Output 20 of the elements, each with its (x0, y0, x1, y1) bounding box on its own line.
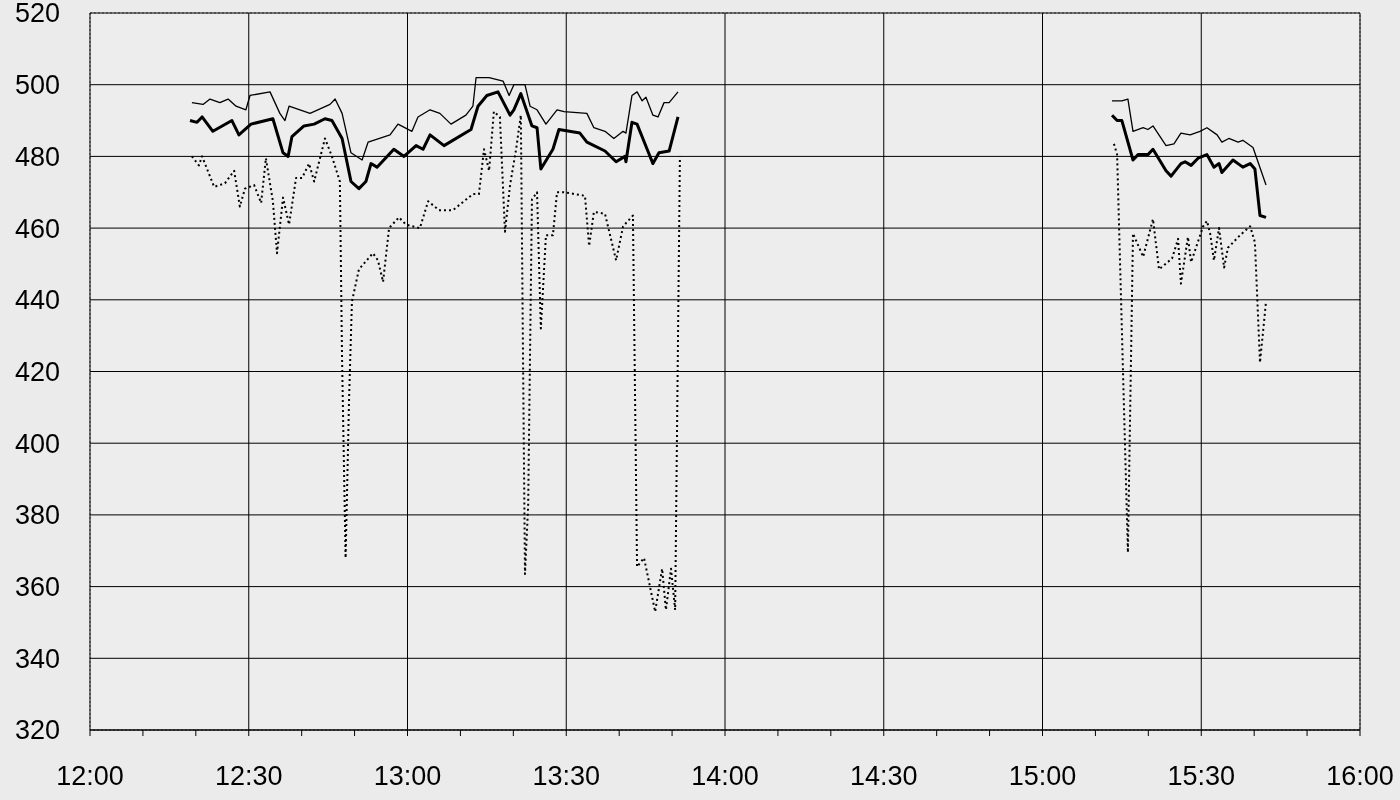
x-tick-label: 13:00 (373, 761, 442, 791)
x-tick-label: 16:00 (1326, 761, 1394, 791)
y-tick-label: 440 (14, 285, 60, 316)
y-tick-label: 500 (14, 70, 60, 101)
x-tick-label: 14:30 (849, 761, 918, 791)
y-tick-label: 520 (14, 0, 60, 29)
x-tick-label: 12:30 (214, 761, 283, 791)
y-tick-label: 380 (14, 500, 60, 531)
x-tick-label: 13:30 (532, 761, 601, 791)
y-tick-label: 480 (14, 141, 60, 172)
y-tick-label: 340 (14, 643, 60, 674)
x-tick-label: 15:00 (1008, 761, 1077, 791)
x-tick-label: 15:30 (1167, 761, 1236, 791)
y-tick-label: 460 (14, 213, 60, 244)
y-tick-label: 400 (14, 428, 60, 459)
y-tick-label: 420 (14, 356, 60, 387)
x-tick-label: 12:00 (56, 761, 124, 791)
y-tick-label: 360 (14, 572, 60, 603)
y-tick-label: 320 (14, 715, 60, 746)
x-tick-label: 14:00 (691, 761, 759, 791)
